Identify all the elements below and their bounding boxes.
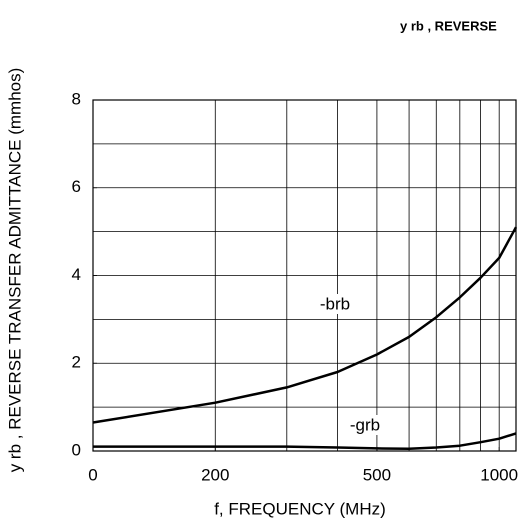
series-label: -brb xyxy=(320,294,350,313)
x-axis-label: f, FREQUENCY (MHz) xyxy=(214,499,386,518)
x-tick-label: 1000 xyxy=(480,465,518,484)
x-tick-label: 500 xyxy=(363,465,391,484)
series-line xyxy=(92,226,518,424)
y-tick-label: 2 xyxy=(72,353,81,372)
y-tick-label: 6 xyxy=(72,177,81,196)
series-line xyxy=(93,432,517,451)
chart-title: y rb , REVERSE xyxy=(400,18,497,33)
y-tick-label: 0 xyxy=(72,440,81,459)
y-tick-label: 8 xyxy=(72,89,81,108)
series-label: -grb xyxy=(350,415,380,434)
y-axis-label: y rb , REVERSE TRANSFER ADMITTANCE (mmho… xyxy=(5,68,24,473)
x-tick-label: 0 xyxy=(88,465,97,484)
x-tick-label: 200 xyxy=(201,465,229,484)
y-tick-label: 4 xyxy=(72,265,81,284)
label-bg xyxy=(343,415,387,435)
label-bg xyxy=(313,294,357,314)
